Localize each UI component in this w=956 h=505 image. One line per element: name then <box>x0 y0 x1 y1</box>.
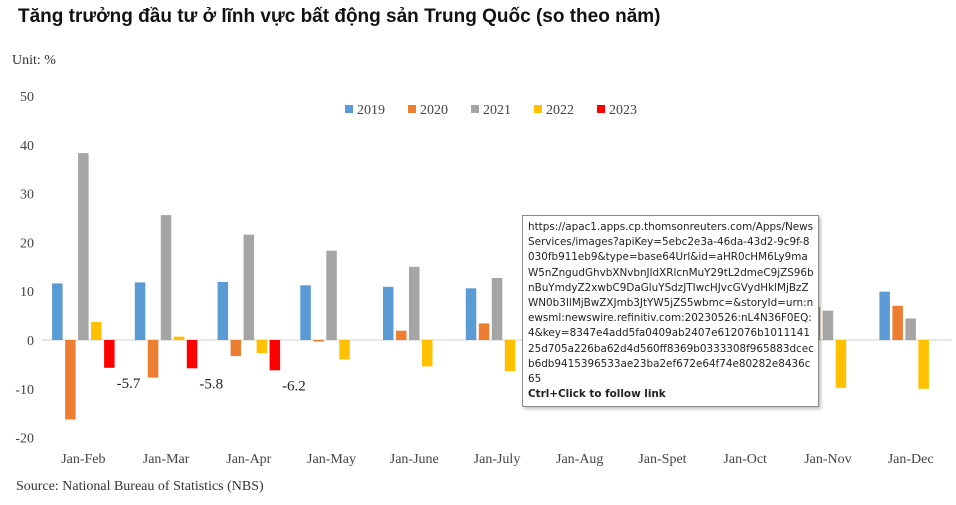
bar-2020-jan-feb <box>65 340 76 420</box>
x-tick-label: Jan-Oct <box>723 452 767 467</box>
bar-2022-jan-apr <box>256 340 268 354</box>
data-label: -6.2 <box>282 378 306 394</box>
x-tick-label: Jan-Feb <box>61 452 105 467</box>
legend-label-2020: 2020 <box>420 103 448 118</box>
bar-2020-jan-june <box>396 330 407 340</box>
bar-2023-jan-feb <box>104 340 115 368</box>
y-tick-label: -10 <box>15 383 34 398</box>
bar-2019-jan-mar <box>134 282 146 340</box>
y-tick-label: 10 <box>20 285 34 300</box>
legend-label-2022: 2022 <box>546 103 574 118</box>
y-tick-label: 20 <box>20 236 34 251</box>
y-tick-label: -20 <box>15 432 34 447</box>
link-tooltip[interactable]: https://apac1.apps.cp.thomsonreuters.com… <box>522 215 819 408</box>
bar-2021-jan-nov <box>822 310 834 340</box>
legend-swatch-2019 <box>345 105 353 113</box>
bar-2022-jan-mar <box>173 336 185 340</box>
bar-2021-jan-apr <box>243 234 255 340</box>
bar-2022-jan-june <box>422 340 433 367</box>
y-tick-label: 40 <box>20 139 34 154</box>
bar-2022-jan-feb <box>91 321 102 340</box>
bar-2020-jan-july <box>478 323 490 340</box>
bar-2021-jan-mar <box>160 215 172 340</box>
bar-2023-jan-apr <box>269 340 281 371</box>
x-tick-label: Jan-July <box>474 452 521 467</box>
legend-swatch-2023 <box>597 105 605 113</box>
y-tick-label: 30 <box>20 188 34 203</box>
x-tick-label: Jan-Aug <box>556 452 603 467</box>
tooltip-url[interactable]: https://apac1.apps.cp.thomsonreuters.com… <box>528 221 814 386</box>
legend-label-2021: 2021 <box>483 103 511 118</box>
legend-swatch-2021 <box>471 105 479 113</box>
bar-2021-jan-feb <box>78 153 89 340</box>
bar-2022-jan-july <box>504 340 516 372</box>
bar-2019-jan-apr <box>217 281 229 340</box>
legend-label-2023: 2023 <box>609 103 637 118</box>
x-tick-label: Jan-June <box>390 452 439 467</box>
y-axis-unit-label: Unit: % <box>12 53 56 68</box>
x-tick-label: Jan-Apr <box>226 452 271 467</box>
bar-2019-jan-july <box>465 288 477 340</box>
bar-2019-jan-feb <box>52 283 63 340</box>
bar-2019-jan-dec <box>879 291 890 340</box>
y-tick-label: 0 <box>27 334 34 349</box>
chart-title: Tăng trưởng đầu tư ở lĩnh vực bất động s… <box>18 6 661 27</box>
bar-2022-jan-may <box>339 340 350 360</box>
x-tick-label: Jan-Dec <box>888 452 934 467</box>
bar-2021-jan-dec <box>905 318 916 340</box>
bar-2020-jan-mar <box>147 340 159 378</box>
x-tick-label: Jan-Nov <box>804 452 851 467</box>
data-label: -5.7 <box>117 376 141 392</box>
x-tick-label: Jan-May <box>307 452 356 467</box>
y-tick-label: 50 <box>20 90 34 105</box>
bar-2023-jan-mar <box>186 340 198 369</box>
bar-2021-jan-june <box>409 266 420 340</box>
bar-2021-jan-may <box>326 250 337 340</box>
legend-label-2019: 2019 <box>357 103 385 118</box>
bar-2022-jan-dec <box>918 340 929 389</box>
x-tick-label: Jan-Mar <box>143 452 190 467</box>
bar-2020-jan-may <box>313 340 324 342</box>
bar-2022-jan-nov <box>835 340 847 388</box>
bar-2021-jan-july <box>491 278 503 340</box>
bar-2019-jan-may <box>300 285 311 340</box>
data-label: -5.8 <box>199 376 223 392</box>
bar-2020-jan-dec <box>892 305 903 340</box>
legend-swatch-2020 <box>408 105 416 113</box>
source-note: Source: National Bureau of Statistics (N… <box>16 479 264 494</box>
x-tick-label: Jan-Spet <box>638 452 686 467</box>
tooltip-follow-hint: Ctrl+Click to follow link <box>528 388 666 401</box>
legend-swatch-2022 <box>534 105 542 113</box>
bar-2019-jan-june <box>383 286 394 340</box>
bar-2020-jan-apr <box>230 340 242 357</box>
